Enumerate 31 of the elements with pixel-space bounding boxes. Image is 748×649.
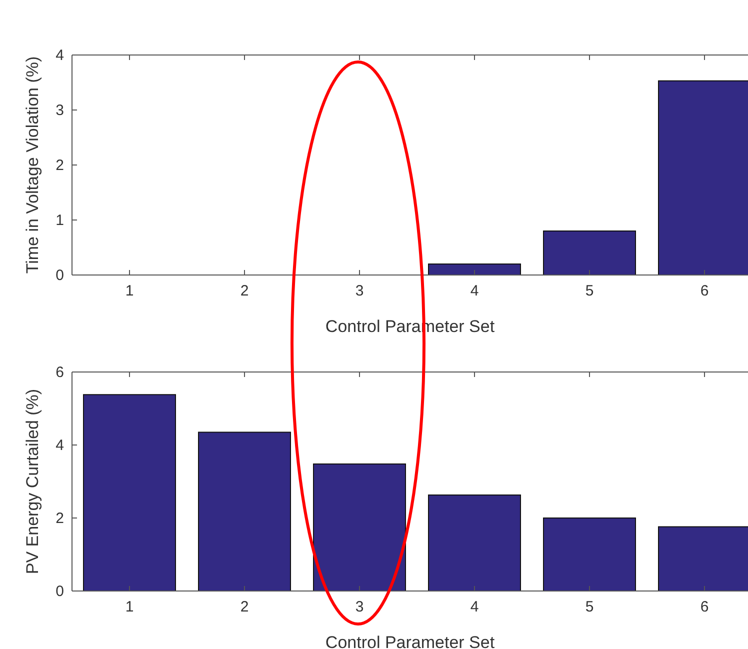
x-tick-label: 5: [585, 598, 594, 616]
y-tick-label: 0: [56, 266, 64, 284]
x-tick-label: 3: [355, 282, 364, 300]
x-tick-label: 2: [240, 282, 249, 300]
y-tick-label: 6: [56, 364, 64, 381]
x-tick-label: 1: [125, 282, 134, 300]
bar: [543, 230, 636, 276]
bar: [198, 432, 291, 592]
x-tick-label: 2: [240, 598, 249, 616]
y-tick-label: 2: [56, 156, 64, 174]
x-tick-label: 4: [470, 282, 479, 300]
bar: [428, 494, 521, 592]
x-tick-label: 6: [700, 598, 709, 616]
x-tick-label: 4: [470, 598, 479, 616]
y-tick-label: 1: [56, 212, 64, 229]
y-tick-label: 3: [56, 102, 64, 119]
y-axis-title: Time in Voltage Violation (%): [23, 56, 42, 274]
y-tick-label: 4: [56, 436, 64, 454]
x-tick-label: 5: [585, 282, 594, 300]
y-tick-label: 4: [56, 46, 64, 64]
y-tick-label: 2: [56, 510, 64, 527]
y-tick-label: 0: [56, 582, 64, 600]
x-axis-title: Control Parameter Set: [325, 633, 495, 649]
bar: [83, 394, 176, 592]
x-tick-label: 3: [355, 598, 364, 616]
bar: [428, 264, 521, 276]
bar: [313, 463, 406, 592]
x-tick-label: 6: [700, 282, 709, 300]
x-tick-label: 1: [125, 598, 134, 616]
bar: [543, 518, 636, 592]
y-axis-title: PV Energy Curtailed (%): [23, 388, 42, 574]
